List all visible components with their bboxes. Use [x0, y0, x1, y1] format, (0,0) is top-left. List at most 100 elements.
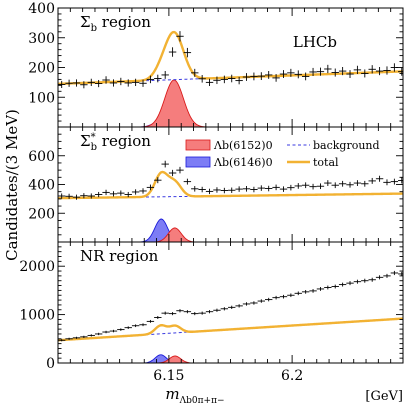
- panel-3-data-point: [102, 330, 110, 334]
- panel-1-data-point: [102, 76, 110, 84]
- panel-3-data-point: [161, 311, 169, 315]
- y-axis-label: Candidates/(3 MeV): [3, 109, 21, 261]
- x-axis-label-sub: Λb0π+π−: [179, 396, 225, 406]
- panel-3-data-point: [213, 308, 221, 312]
- panel-2-data-point: [368, 177, 376, 184]
- panel-3-data-point: [331, 284, 339, 289]
- panel-3-data-point: [309, 289, 317, 293]
- panel-2-data-point: [257, 185, 265, 191]
- panel-1-data-point: [58, 80, 66, 89]
- panel-2-data-point: [65, 193, 73, 199]
- panel-1-signal-6152: [58, 79, 403, 127]
- panel-1-plot: [58, 30, 403, 127]
- panel-1-data-point: [87, 78, 95, 87]
- panel-3-data-point: [168, 312, 177, 316]
- panel-3-total-curve: [58, 317, 403, 342]
- x-axis-unit: [GeV]: [365, 389, 403, 404]
- panel-3-data-point: [390, 270, 399, 276]
- panel-2-data-point: [324, 180, 332, 186]
- panel-3-data-point: [220, 307, 229, 311]
- panel-1-data-point: [331, 68, 339, 77]
- legend-swatch-lambda6146: [185, 156, 211, 168]
- panel-2-y-tick-label: 200: [28, 206, 55, 222]
- panel-3: 0 1000 2000 6.15 6.2 NR region: [19, 241, 404, 384]
- panel-2-data-point: [361, 180, 369, 187]
- panel-1-y-tick-label: 100: [28, 90, 55, 106]
- panel-1-y-tick-label: 200: [28, 61, 55, 77]
- panel-2: 200 400 600 Σ* b region: [28, 126, 404, 243]
- panel-2-data-point: [331, 182, 339, 189]
- panel-2-data-point: [198, 186, 206, 193]
- panel-3-data-point: [154, 316, 162, 319]
- panel-2-data-point: [220, 187, 229, 194]
- y-axis-label-text: Candidates/(3 MeV): [3, 109, 21, 261]
- panel-2-data-point: [250, 186, 258, 193]
- panel-2-data-point: [265, 185, 273, 192]
- panel-2-data-point: [383, 179, 391, 186]
- panel-2-y-tick-label: 600: [28, 149, 55, 165]
- panel-3-data-point: [272, 295, 280, 300]
- panel-1-data-point: [235, 76, 243, 85]
- panel-1-data-point: [117, 77, 125, 86]
- panel-3-y-tick-label: 2000: [19, 259, 55, 275]
- panel-3-data-point: [80, 335, 88, 338]
- panel-1-data-point: [279, 70, 288, 79]
- panel-1-data-point: [109, 79, 118, 87]
- panel-1-data-point: [383, 66, 391, 75]
- panel-2-data-point: [72, 194, 81, 200]
- panel-3-data-point: [346, 281, 354, 286]
- panel-1-y-tick-label: 300: [28, 31, 55, 47]
- panel-2-data-point: [109, 191, 118, 197]
- panel-1-data-point: [161, 71, 169, 79]
- panel-2-data-point: [390, 178, 399, 185]
- panel-2-data-point: [124, 191, 132, 198]
- panel-1-data-point: [338, 66, 347, 76]
- panel-1-data-point: [176, 31, 184, 42]
- panel-3-data-point: [242, 302, 251, 306]
- panel-2-data-point: [205, 188, 214, 195]
- panel-2-data-point: [235, 186, 243, 192]
- panel-2-data-point: [338, 180, 347, 187]
- panel-1-data-point: [131, 78, 140, 87]
- panel-1-data-point: [205, 78, 214, 87]
- panel-1-data-point: [250, 72, 258, 81]
- panel-3-data-point: [287, 293, 295, 298]
- panel-3-data-point: [72, 336, 81, 339]
- panel-1-data-point: [72, 79, 81, 87]
- panel-3-data-point: [294, 291, 302, 296]
- panel-3-data-point: [58, 339, 66, 342]
- panel-3-data-point: [361, 278, 369, 283]
- panel-3-data-point: [279, 294, 288, 299]
- legend-label-total: total: [313, 156, 339, 169]
- panel-3-data-point: [146, 319, 155, 323]
- panel-3-y-tick-label: 0: [46, 356, 55, 372]
- panel-2-data-point: [398, 177, 403, 184]
- panel-3-plot: [58, 270, 403, 363]
- panel-3-data-point: [228, 305, 236, 309]
- panel-2-data-point: [58, 193, 66, 199]
- panel-2-data-point: [316, 183, 325, 190]
- panel-3-data-point: [205, 310, 214, 314]
- panel-1-data-point: [80, 81, 88, 89]
- x-axis-label-main: m: [165, 385, 179, 403]
- panel-2-data-point: [346, 181, 354, 188]
- panel-1-total-curve: [58, 30, 403, 86]
- x-tick-label: 6.15: [153, 368, 184, 384]
- panel-2-data-point: [183, 178, 192, 185]
- panel-3-data-point: [324, 285, 332, 290]
- panel-2-data-point: [375, 175, 384, 182]
- legend-label-background: background: [313, 139, 380, 152]
- panel-2-total-curve: [58, 170, 403, 200]
- panel-1-data-point: [213, 76, 221, 85]
- panel-3-data-point: [235, 304, 243, 308]
- panel-1-data-point: [294, 70, 302, 79]
- panel-2-data-point: [117, 190, 125, 196]
- legend-swatch-lambda6152: [185, 139, 211, 151]
- panel-3-data-point: [176, 309, 184, 313]
- panel-3-data-point: [139, 323, 147, 327]
- lhcb-label: LHCb: [293, 33, 337, 51]
- panel-2-data-point: [242, 186, 251, 192]
- panel-1-data-point: [183, 47, 192, 58]
- panel-2-data-point: [102, 189, 110, 196]
